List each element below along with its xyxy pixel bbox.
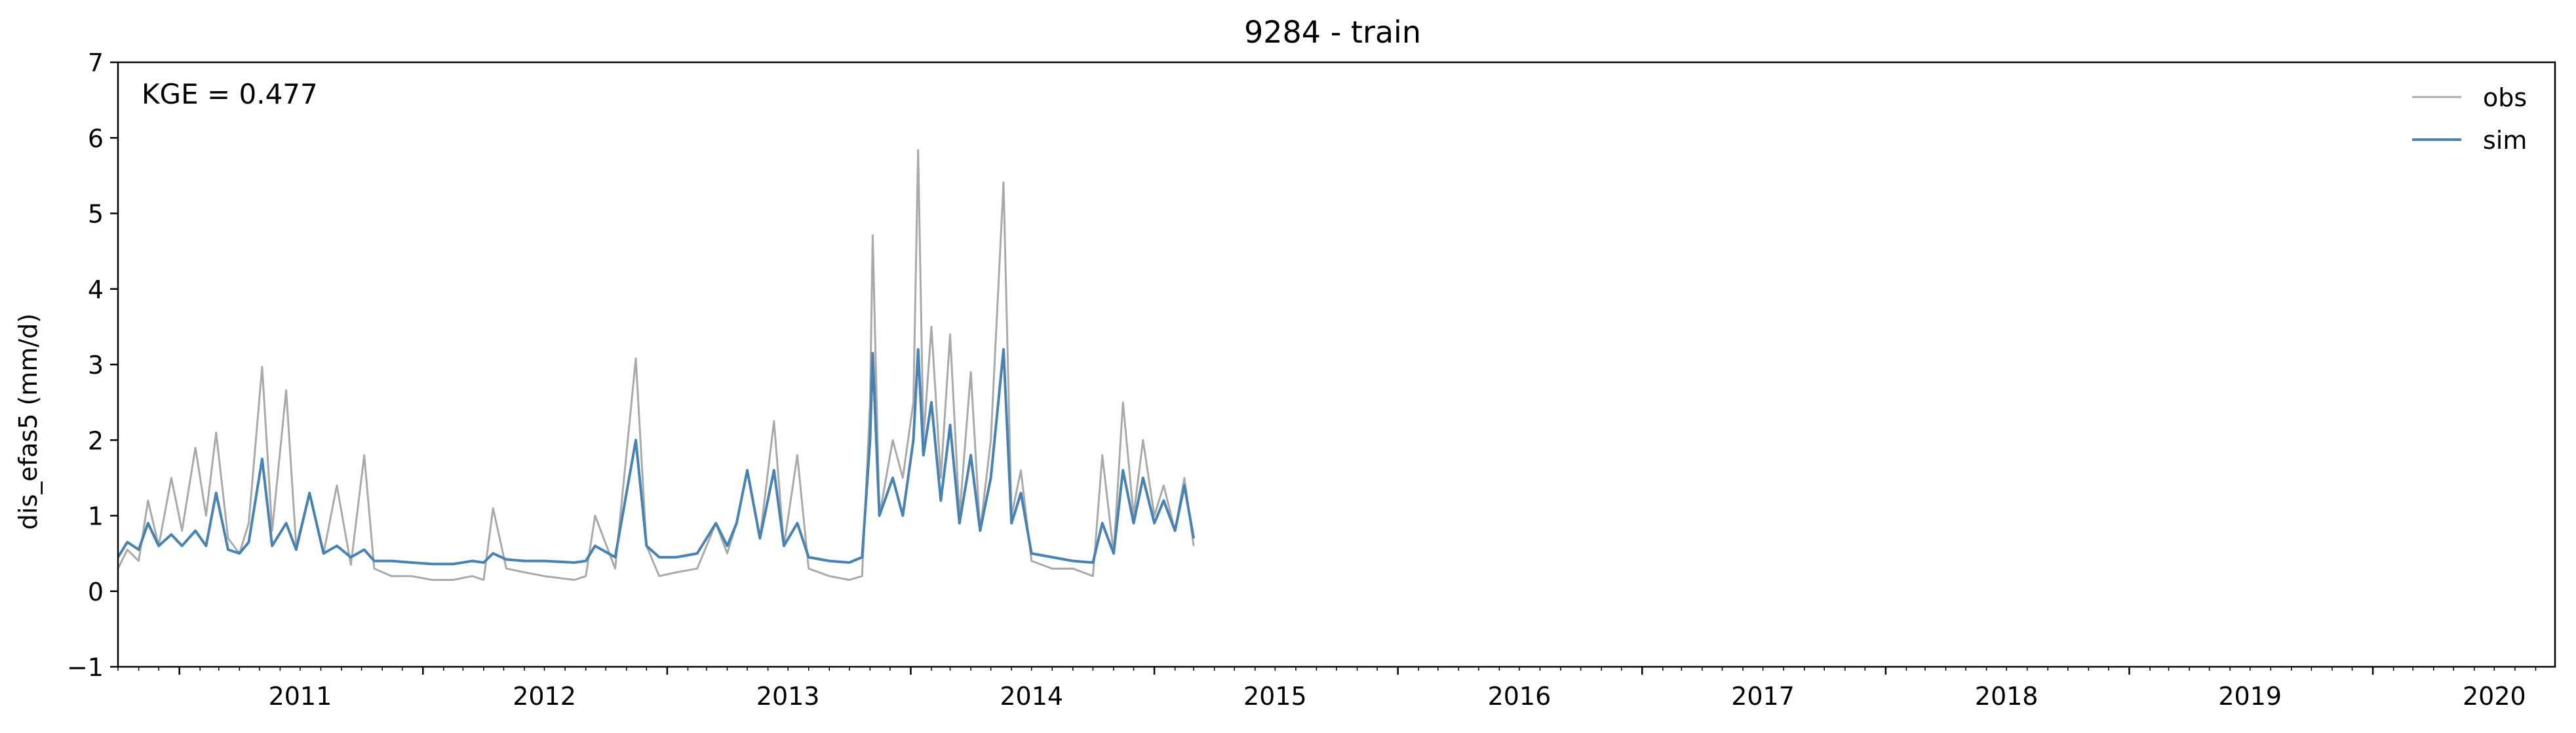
x-tick-label: 2019 (2218, 682, 2282, 711)
plot-frame (117, 61, 2556, 668)
y-axis-ticks: −1 0 1 2 3 4 5 6 7 (67, 49, 118, 682)
y-tick-label: 1 (88, 502, 104, 531)
legend-label-obs: obs (2483, 83, 2527, 112)
x-tick-label: 2017 (1731, 682, 1795, 711)
series-line-sim (118, 348, 1196, 566)
series-layer (118, 149, 1196, 581)
y-tick-label: 2 (88, 426, 104, 455)
x-tick-label: 2020 (2463, 682, 2526, 711)
x-axis-ticks: 2011 2012 2013 2014 2015 2016 2017 2018 2019 2020 (117, 667, 2537, 711)
kge-annotation: KGE = 0.477 (142, 78, 318, 110)
legend: obs sim (2412, 83, 2527, 155)
x-tick-label: 2011 (269, 682, 332, 711)
x-tick-label: 2014 (1000, 682, 1063, 711)
y-tick-label: −1 (67, 653, 104, 682)
y-tick-label: 7 (88, 49, 104, 77)
x-tick-label: 2012 (513, 682, 576, 711)
y-tick-label: 5 (88, 200, 104, 229)
y-axis-label: dis_efas5 (mm/d) (14, 313, 43, 530)
y-tick-label: 3 (88, 351, 104, 380)
legend-label-sim: sim (2483, 126, 2527, 155)
y-tick-label: 6 (88, 124, 104, 153)
x-tick-label: 2015 (1243, 682, 1307, 711)
x-tick-label: 2018 (1975, 682, 2039, 711)
y-tick-label: 0 (88, 578, 104, 606)
x-tick-label: 2016 (1488, 682, 1551, 711)
chart-title: 9284 - train (1244, 14, 1421, 50)
y-tick-label: 4 (88, 275, 104, 304)
x-tick-label: 2013 (756, 682, 820, 711)
series-line-obs (118, 149, 1195, 581)
